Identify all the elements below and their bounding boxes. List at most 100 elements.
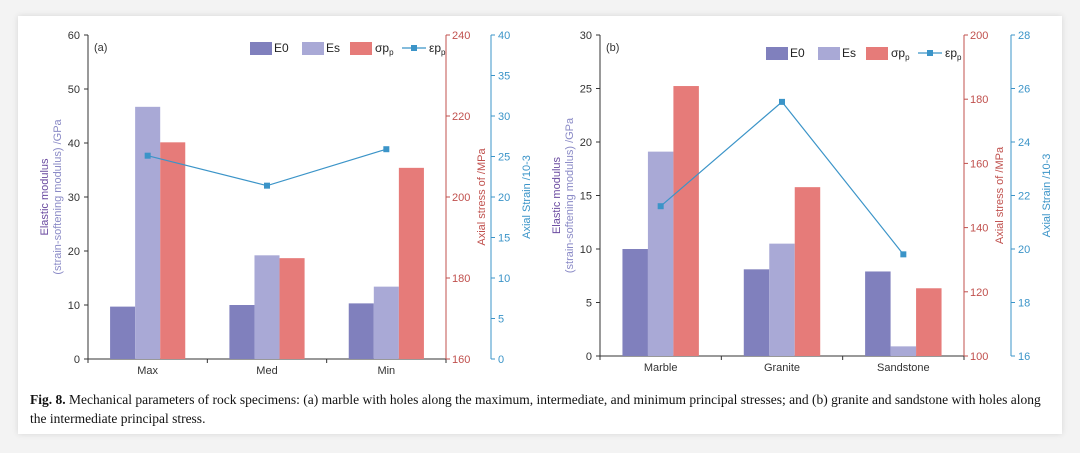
caption-text: Mechanical parameters of rock specimens:… [30,392,1041,426]
x-axis-tick-label: Min [377,365,395,377]
bar-Es-min [373,286,399,359]
strain-marker-med [264,182,270,189]
chart-b: 0 5 10 15 20 25 30 Elastic modulus (strain-softe… [551,30,1053,374]
strain-axis-tick-label: 35 [498,71,510,83]
strain-axis-tick-label: 40 [498,30,510,42]
strain-axis-title: Axial Strain /10-3 [521,155,533,239]
left-axis-tick-label: 15 [580,191,592,203]
bar-sigmap-max [160,142,186,359]
x-axis-tick-label: Med [256,365,277,377]
stress-axis-title: Axial stress of /MPa [994,146,1006,244]
legend-swatch-1 [818,47,840,60]
bar-E0-min [348,303,374,359]
stress-axis-tick-label: 180 [970,94,988,106]
left-axis-tick-label: 20 [68,246,80,258]
left-axis-tick-label: 30 [580,30,592,42]
strain-marker-marble [657,203,664,210]
left-axis-subtitle: (strain-softening modulus) /GPa [564,117,576,273]
left-axis-tick-label: 50 [68,84,80,96]
legend-swatch-2 [866,47,888,60]
x-axis-tick-label: Granite [764,362,800,374]
bar-E0-granite [743,269,770,356]
left-axis-tick-label: 0 [586,351,592,363]
stress-axis-tick-label: 240 [452,30,470,42]
bar-Es-granite [769,243,795,356]
left-axis-subtitle: (strain-softening modulus) /GPa [52,118,64,274]
strain-axis-tick-label: 28 [1018,30,1030,42]
stress-axis-tick-label: 200 [452,192,470,204]
strain-marker-granite [779,98,785,105]
legend-label-2: σpp [375,41,394,57]
legend-label-1: Es [842,46,856,60]
left-axis-tick-label: 5 [586,298,592,310]
left-axis-tick-label: 10 [68,300,80,312]
left-axis-tick-label: 0 [74,354,80,366]
legend: E0 Es σpp εpp [766,46,962,62]
left-axis-title: Elastic modulus [39,158,51,236]
bar-E0-marble [622,249,648,356]
stress-axis-tick-label: 220 [452,111,470,123]
strain-marker-min [383,146,390,153]
x-axis-tick-label: Max [137,365,158,377]
strain-axis-title: Axial Strain /10-3 [1041,154,1053,238]
strain-axis-tick-label: 15 [498,233,510,245]
legend-label-1: Es [326,41,340,55]
stress-axis-title: Axial stress of /MPa [476,148,488,246]
left-axis-tick-label: 60 [68,30,80,42]
stress-axis-tick-label: 140 [970,223,988,235]
legend: E0 Es σpp εpp [250,41,446,57]
strain-axis-tick-label: 26 [1018,84,1030,96]
stress-axis-tick-label: 160 [970,158,988,170]
bar-Es-marble [647,151,674,356]
bar-Es-med [254,255,280,359]
legend-line-marker [411,45,417,51]
strain-marker-max [144,152,151,159]
left-axis-tick-label: 20 [580,137,592,149]
strain-axis-tick-label: 10 [498,273,510,285]
x-axis-tick-label: Marble [644,362,678,374]
bar-E0-max [110,306,136,359]
stress-axis-tick-label: 120 [970,287,988,299]
stress-axis-tick-label: 180 [452,273,470,285]
legend-label-3: εpp [429,41,446,57]
bar-sigmap-sandstone [916,288,942,356]
legend-label-2: σpp [891,46,910,62]
bar-Es-sandstone [890,346,917,356]
strain-axis-tick-label: 0 [498,354,504,366]
bar-sigmap-min [398,167,424,359]
left-axis-tick-label: 40 [68,138,80,150]
left-axis-tick-label: 25 [580,84,592,96]
strain-axis-tick-label: 25 [498,152,510,164]
legend-label-3: εpp [945,46,962,62]
panel-label: (a) [94,42,107,54]
left-axis-tick-label: 10 [580,244,592,256]
strain-axis-tick-label: 22 [1018,191,1030,203]
legend-label-0: E0 [790,46,805,60]
stress-axis-tick-label: 200 [970,30,988,42]
bar-E0-sandstone [865,271,891,356]
strain-axis-tick-label: 20 [498,192,510,204]
left-axis-tick-label: 30 [68,192,80,204]
bar-sigmap-marble [673,86,699,356]
stress-axis-tick-label: 160 [452,354,470,366]
x-axis-tick-label: Sandstone [877,362,930,374]
strain-axis-tick-label: 24 [1018,137,1030,149]
figure-caption: Fig. 8. Mechanical parameters of rock sp… [30,390,1055,428]
legend-line-marker [927,50,933,56]
strain-axis-tick-label: 30 [498,111,510,123]
strain-axis-tick-label: 18 [1018,298,1030,310]
legend-label-0: E0 [274,41,289,55]
bar-Es-max [135,106,161,359]
strain-marker-sandstone [900,251,907,258]
strain-axis-tick-label: 20 [1018,244,1030,256]
legend-swatch-1 [302,42,324,55]
figure-card: 0 10 20 30 40 50 60 Elastic modulus (strain-soft… [18,16,1062,434]
strain-axis-tick-label: 16 [1018,351,1030,363]
panel-label: (b) [606,42,619,54]
strain-axis-tick-label: 5 [498,314,504,326]
legend-swatch-2 [350,42,372,55]
bar-E0-med [229,305,255,359]
bar-sigmap-granite [794,187,821,356]
